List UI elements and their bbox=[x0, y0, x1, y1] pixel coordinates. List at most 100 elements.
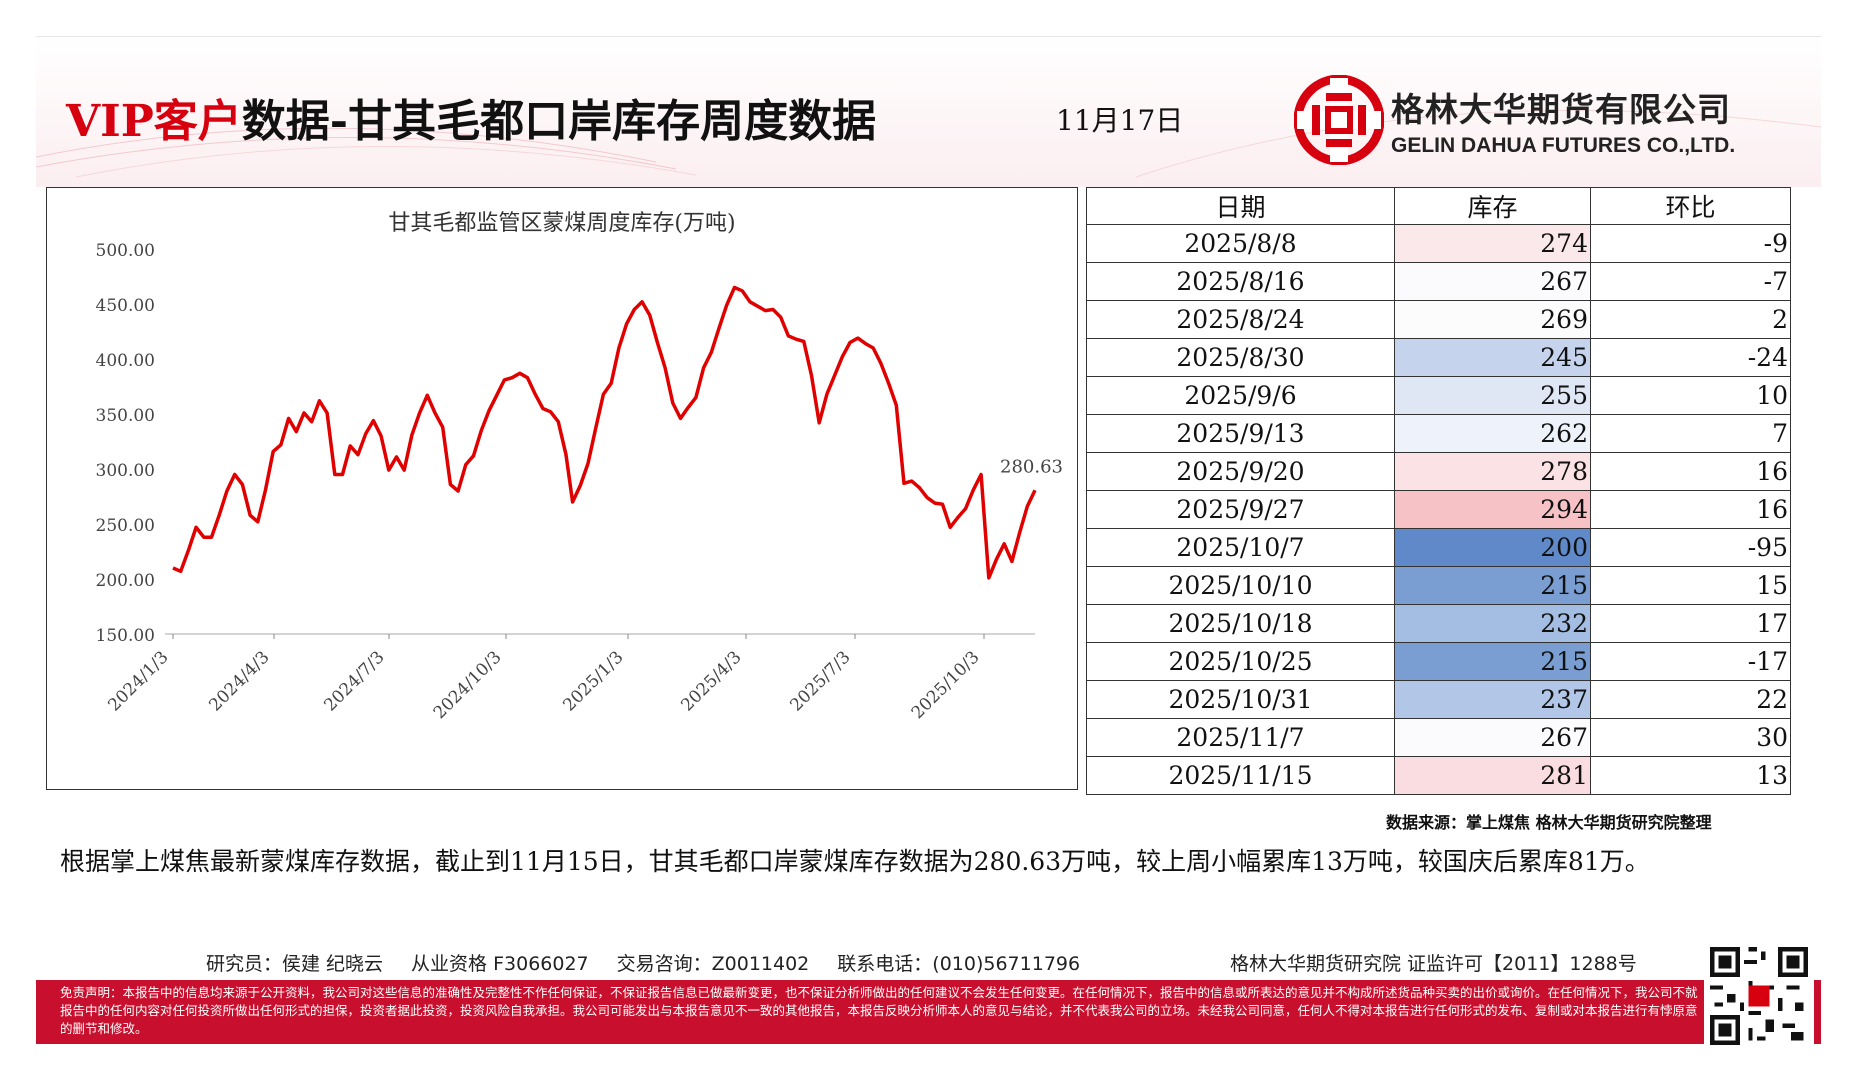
row-date: 2025/8/30 bbox=[1086, 338, 1395, 377]
table-row: 2025/8/30 245 -24 bbox=[1086, 338, 1791, 377]
row-change: 17 bbox=[1590, 604, 1791, 643]
table-row: 2025/8/8 274 -9 bbox=[1086, 224, 1791, 263]
x-tick-label: 2025/10/3 bbox=[908, 647, 984, 723]
row-inventory: 215 bbox=[1394, 642, 1591, 681]
table-row: 2025/9/20 278 16 bbox=[1086, 452, 1791, 491]
y-tick-label: 350.00 bbox=[96, 406, 155, 426]
x-tick-label: 2025/1/3 bbox=[559, 647, 627, 715]
table-row: 2025/11/7 267 30 bbox=[1086, 718, 1791, 757]
row-change: 30 bbox=[1590, 718, 1791, 757]
disclaimer-banner: 免责声明：本报告中的信息均来源于公开资料，我公司对这些信息的准确性及完整性不作任… bbox=[36, 980, 1821, 1044]
inventory-table: 日期 库存 环比 2025/8/8 274 -9 2025/8/16 267 -7 2025… bbox=[1086, 187, 1791, 795]
header-background bbox=[36, 37, 1821, 187]
license: 从业资格 F3066027 bbox=[411, 953, 589, 975]
row-date: 2025/10/25 bbox=[1086, 642, 1395, 681]
row-change: -95 bbox=[1590, 528, 1791, 567]
row-inventory: 200 bbox=[1394, 528, 1591, 567]
table-row: 2025/9/27 294 16 bbox=[1086, 490, 1791, 529]
x-tick-label: 2024/4/3 bbox=[205, 647, 273, 715]
table-row: 2025/9/13 262 7 bbox=[1086, 414, 1791, 453]
x-tick-label: 2024/10/3 bbox=[430, 647, 506, 723]
table-row: 2025/10/7 200 -95 bbox=[1086, 528, 1791, 567]
row-change: -7 bbox=[1590, 262, 1791, 301]
table-row: 2025/10/31 237 22 bbox=[1086, 680, 1791, 719]
chart-title: 甘其毛都监管区蒙煤周度库存(万吨) bbox=[388, 211, 735, 236]
row-date: 2025/9/6 bbox=[1086, 376, 1395, 415]
y-tick-label: 150.00 bbox=[96, 626, 155, 646]
phone: 联系电话：(010)56711796 bbox=[837, 953, 1081, 975]
row-date: 2025/10/18 bbox=[1086, 604, 1395, 643]
row-inventory: 237 bbox=[1394, 680, 1591, 719]
consult-license: 交易咨询：Z0011402 bbox=[616, 953, 810, 975]
title-main: 数据-甘其毛都口岸库存周度数据 bbox=[241, 96, 877, 147]
row-change: 15 bbox=[1590, 566, 1791, 605]
last-value-label: 280.63 bbox=[1000, 456, 1063, 477]
row-inventory: 255 bbox=[1394, 376, 1591, 415]
row-date: 2025/10/31 bbox=[1086, 680, 1395, 719]
y-tick-label: 200.00 bbox=[96, 571, 155, 591]
row-inventory: 232 bbox=[1394, 604, 1591, 643]
row-change: 16 bbox=[1590, 452, 1791, 491]
disclaimer-text: 免责声明：本报告中的信息均来源于公开资料，我公司对这些信息的准确性及完整性不作任… bbox=[60, 985, 1698, 1036]
table-row: 2025/8/24 269 2 bbox=[1086, 300, 1791, 339]
row-date: 2025/10/7 bbox=[1086, 528, 1395, 567]
table-row: 2025/10/18 232 17 bbox=[1086, 604, 1791, 643]
qr-code-icon bbox=[1704, 941, 1814, 1045]
report-card: VIP客户数据-甘其毛都口岸库存周度数据 11月17日 格林大华期货有限公司 G… bbox=[36, 36, 1821, 1045]
row-change: -9 bbox=[1590, 224, 1791, 263]
institute: 格林大华期货研究院 证监许可【2011】1288号 bbox=[1230, 953, 1637, 975]
row-inventory: 245 bbox=[1394, 338, 1591, 377]
y-tick-label: 400.00 bbox=[96, 351, 155, 371]
company-name-cn: 格林大华期货有限公司 bbox=[1391, 90, 1731, 129]
y-tick-label: 500.00 bbox=[96, 241, 155, 261]
chart-svg: 甘其毛都监管区蒙煤周度库存(万吨) 500.00 450.00 400.00 350.0… bbox=[96, 211, 1063, 723]
header-change: 环比 bbox=[1590, 187, 1791, 225]
row-inventory: 281 bbox=[1394, 756, 1591, 795]
data-source: 数据来源：掌上煤焦 格林大华期货研究院整理 bbox=[1386, 813, 1712, 832]
table-row: 2025/9/6 255 10 bbox=[1086, 376, 1791, 415]
row-inventory: 215 bbox=[1394, 566, 1591, 605]
table-row: 2025/10/25 215 -17 bbox=[1086, 642, 1791, 681]
row-date: 2025/9/27 bbox=[1086, 490, 1395, 529]
title-vip: VIP客户 bbox=[66, 96, 242, 147]
row-inventory: 278 bbox=[1394, 452, 1591, 491]
inventory-chart: 甘其毛都监管区蒙煤周度库存(万吨) 500.00 450.00 400.00 350.0… bbox=[46, 187, 1078, 790]
row-date: 2025/8/16 bbox=[1086, 262, 1395, 301]
summary-text: 根据掌上煤焦最新蒙煤库存数据，截止到11月15日，甘其毛都口岸蒙煤库存数据为28… bbox=[60, 847, 1650, 876]
x-tick-label: 2025/4/3 bbox=[677, 647, 745, 715]
row-change: 16 bbox=[1590, 490, 1791, 529]
table-row: 2025/11/15 281 13 bbox=[1086, 756, 1791, 795]
header-date: 日期 bbox=[1086, 187, 1395, 225]
row-inventory: 262 bbox=[1394, 414, 1591, 453]
row-change: 13 bbox=[1590, 756, 1791, 795]
report-date: 11月17日 bbox=[1056, 104, 1184, 137]
row-inventory: 294 bbox=[1394, 490, 1591, 529]
researchers: 研究员：侯建 纪晓云 bbox=[206, 953, 384, 975]
row-change: 2 bbox=[1590, 300, 1791, 339]
table-body: 2025/8/8 274 -9 2025/8/16 267 -7 2025/8/24 269 2… bbox=[1086, 224, 1791, 795]
row-date: 2025/9/13 bbox=[1086, 414, 1395, 453]
row-date: 2025/8/24 bbox=[1086, 300, 1395, 339]
table-row: 2025/10/10 215 15 bbox=[1086, 566, 1791, 605]
company-name-en: GELIN DAHUA FUTURES CO.,LTD. bbox=[1391, 134, 1736, 157]
y-tick-label: 300.00 bbox=[96, 461, 155, 481]
footer-info: 研究员：侯建 纪晓云 从业资格 F3066027 交易咨询：Z0011402 联系电话… bbox=[206, 949, 1108, 976]
row-change: -24 bbox=[1590, 338, 1791, 377]
row-inventory: 267 bbox=[1394, 718, 1591, 757]
row-date: 2025/9/20 bbox=[1086, 452, 1395, 491]
row-inventory: 269 bbox=[1394, 300, 1591, 339]
row-inventory: 274 bbox=[1394, 224, 1591, 263]
y-tick-label: 450.00 bbox=[96, 296, 155, 316]
x-tick-label: 2024/1/3 bbox=[104, 647, 172, 715]
x-tick-label: 2025/7/3 bbox=[786, 647, 854, 715]
inventory-series-line bbox=[172, 285, 1037, 580]
row-change: 22 bbox=[1590, 680, 1791, 719]
x-tick-label: 2024/7/3 bbox=[320, 647, 388, 715]
row-date: 2025/11/7 bbox=[1086, 718, 1395, 757]
header-inventory: 库存 bbox=[1394, 187, 1591, 225]
row-inventory: 267 bbox=[1394, 262, 1591, 301]
row-change: -17 bbox=[1590, 642, 1791, 681]
row-date: 2025/8/8 bbox=[1086, 224, 1395, 263]
table-row: 2025/8/16 267 -7 bbox=[1086, 262, 1791, 301]
row-change: 10 bbox=[1590, 376, 1791, 415]
